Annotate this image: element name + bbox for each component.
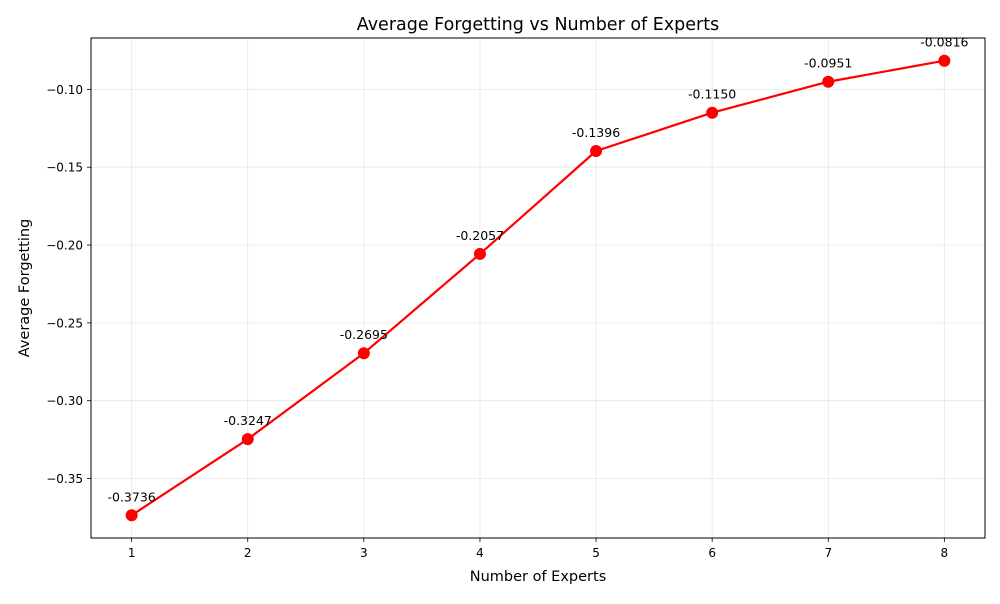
x-axis-ticks: 1 2 3 4 5 6 7 8 (128, 538, 948, 560)
data-label: -0.2057 (456, 228, 504, 243)
y-tick-label: −0.35 (46, 472, 83, 486)
data-point (473, 247, 486, 260)
x-tick-label: 4 (476, 546, 484, 560)
x-tick-label: 3 (360, 546, 368, 560)
series-line (131, 59, 945, 517)
x-tick-label: 8 (941, 546, 949, 560)
data-point (125, 509, 138, 522)
x-tick-label: 1 (128, 546, 136, 560)
data-labels: -0.3736 -0.3247 -0.2695 -0.2057 -0.1396 -0.11… (108, 35, 969, 505)
y-axis-ticks: −0.35 −0.30 −0.25 −0.20 −0.15 −0.10 (46, 83, 91, 486)
y-tick-label: −0.20 (46, 239, 83, 253)
chart-title: Average Forgetting vs Number of Experts (357, 15, 719, 35)
data-point (357, 347, 370, 360)
data-point (241, 433, 254, 446)
data-point (590, 145, 603, 158)
y-axis-title: Average Forgetting (17, 219, 33, 357)
y-tick-label: −0.25 (46, 316, 83, 330)
plot-frame (90, 37, 986, 539)
grid-lines (91, 38, 985, 538)
y-tick-label: −0.15 (46, 161, 83, 175)
data-point (822, 75, 835, 88)
x-tick-label: 7 (824, 546, 832, 560)
data-point (706, 106, 719, 119)
x-tick-label: 5 (592, 546, 600, 560)
data-point (938, 54, 951, 67)
series-layer (125, 54, 951, 522)
data-label: -0.1396 (572, 125, 620, 140)
x-tick-label: 6 (708, 546, 716, 560)
x-axis-title: Number of Experts (470, 569, 607, 585)
data-label: -0.3736 (108, 489, 156, 504)
data-label: -0.1150 (688, 87, 736, 102)
x-tick-label: 2 (244, 546, 252, 560)
data-label: -0.0951 (804, 56, 852, 71)
data-label: -0.2695 (340, 327, 388, 342)
data-label: -0.3247 (224, 413, 272, 428)
data-label: -0.0816 (920, 35, 968, 50)
y-tick-label: −0.30 (46, 394, 83, 408)
y-tick-label: −0.10 (46, 83, 83, 97)
